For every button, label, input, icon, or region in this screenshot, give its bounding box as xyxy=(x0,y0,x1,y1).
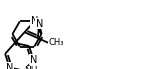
Text: N: N xyxy=(31,16,38,26)
Text: NH₂: NH₂ xyxy=(24,66,41,69)
Text: N: N xyxy=(6,63,13,69)
Text: CH₃: CH₃ xyxy=(48,38,64,47)
Text: N: N xyxy=(36,19,43,29)
Text: N: N xyxy=(30,55,37,65)
